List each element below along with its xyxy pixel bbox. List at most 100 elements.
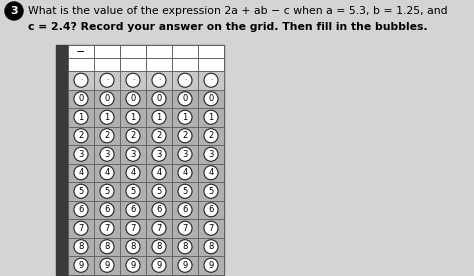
Bar <box>94 219 120 238</box>
Circle shape <box>178 73 192 87</box>
Bar <box>172 256 198 275</box>
Bar <box>198 200 224 219</box>
Circle shape <box>152 203 166 217</box>
Text: 7: 7 <box>104 224 109 233</box>
Circle shape <box>204 110 218 124</box>
Circle shape <box>152 73 166 87</box>
Text: 3: 3 <box>208 150 214 159</box>
Circle shape <box>74 240 88 254</box>
Bar <box>172 163 198 182</box>
Bar <box>68 108 94 126</box>
Bar <box>198 219 224 238</box>
Circle shape <box>178 258 192 272</box>
Bar <box>146 71 172 89</box>
Circle shape <box>152 147 166 161</box>
Bar <box>198 71 224 89</box>
Text: 3: 3 <box>156 150 162 159</box>
Bar <box>120 145 146 163</box>
Bar <box>94 126 120 145</box>
Bar <box>198 238 224 256</box>
Text: 2: 2 <box>182 131 188 140</box>
Circle shape <box>178 184 192 198</box>
Text: 4: 4 <box>182 168 188 177</box>
Circle shape <box>204 92 218 106</box>
Bar <box>198 89 224 108</box>
Text: 7: 7 <box>208 224 214 233</box>
Bar <box>68 238 94 256</box>
Bar <box>94 145 120 163</box>
Text: c = 2.4? Record your answer on the grid. Then fill in the bubbles.: c = 2.4? Record your answer on the grid.… <box>28 22 428 32</box>
Bar <box>172 126 198 145</box>
Bar <box>172 89 198 108</box>
Circle shape <box>126 258 140 272</box>
Circle shape <box>100 184 114 198</box>
Text: 6: 6 <box>130 205 136 214</box>
Bar <box>172 200 198 219</box>
Bar <box>68 45 94 58</box>
Text: 1: 1 <box>209 113 214 122</box>
Circle shape <box>74 147 88 161</box>
Text: ·: · <box>106 76 108 85</box>
Bar <box>120 238 146 256</box>
Bar <box>198 163 224 182</box>
Bar <box>120 200 146 219</box>
Bar <box>94 58 120 71</box>
Circle shape <box>152 258 166 272</box>
Circle shape <box>126 203 140 217</box>
Bar <box>120 219 146 238</box>
Circle shape <box>126 240 140 254</box>
Text: 6: 6 <box>104 205 109 214</box>
Circle shape <box>100 110 114 124</box>
Text: 6: 6 <box>78 205 84 214</box>
Circle shape <box>74 258 88 272</box>
Bar <box>172 182 198 200</box>
Circle shape <box>178 129 192 143</box>
Bar <box>146 145 172 163</box>
Text: 5: 5 <box>78 187 83 196</box>
Circle shape <box>100 166 114 180</box>
Text: −: − <box>76 46 86 57</box>
Circle shape <box>178 147 192 161</box>
Bar <box>94 89 120 108</box>
Text: 5: 5 <box>182 187 188 196</box>
Circle shape <box>204 166 218 180</box>
Bar <box>146 45 172 58</box>
Circle shape <box>74 73 88 87</box>
Bar <box>68 89 94 108</box>
Bar <box>120 108 146 126</box>
Text: 4: 4 <box>78 168 83 177</box>
Bar <box>120 126 146 145</box>
Circle shape <box>126 184 140 198</box>
Text: 2: 2 <box>130 131 136 140</box>
Circle shape <box>178 92 192 106</box>
Text: 7: 7 <box>156 224 162 233</box>
Bar <box>68 145 94 163</box>
Text: 9: 9 <box>104 261 109 270</box>
Circle shape <box>152 240 166 254</box>
Bar <box>198 58 224 71</box>
Bar <box>120 256 146 275</box>
Text: 3: 3 <box>130 150 136 159</box>
Bar <box>146 219 172 238</box>
Text: ·: · <box>158 76 160 85</box>
Bar <box>68 219 94 238</box>
Text: 0: 0 <box>78 94 83 103</box>
Text: 4: 4 <box>130 168 136 177</box>
Text: 9: 9 <box>156 261 162 270</box>
Bar <box>68 58 94 71</box>
Text: 1: 1 <box>104 113 109 122</box>
Bar <box>120 89 146 108</box>
Bar <box>94 200 120 219</box>
Bar <box>120 71 146 89</box>
Circle shape <box>100 258 114 272</box>
Text: 8: 8 <box>130 242 136 251</box>
Text: 2: 2 <box>209 131 214 140</box>
Circle shape <box>100 147 114 161</box>
Text: 5: 5 <box>104 187 109 196</box>
Bar <box>94 108 120 126</box>
Circle shape <box>152 166 166 180</box>
Bar <box>146 182 172 200</box>
Bar <box>68 256 94 275</box>
Bar <box>94 238 120 256</box>
Circle shape <box>204 129 218 143</box>
